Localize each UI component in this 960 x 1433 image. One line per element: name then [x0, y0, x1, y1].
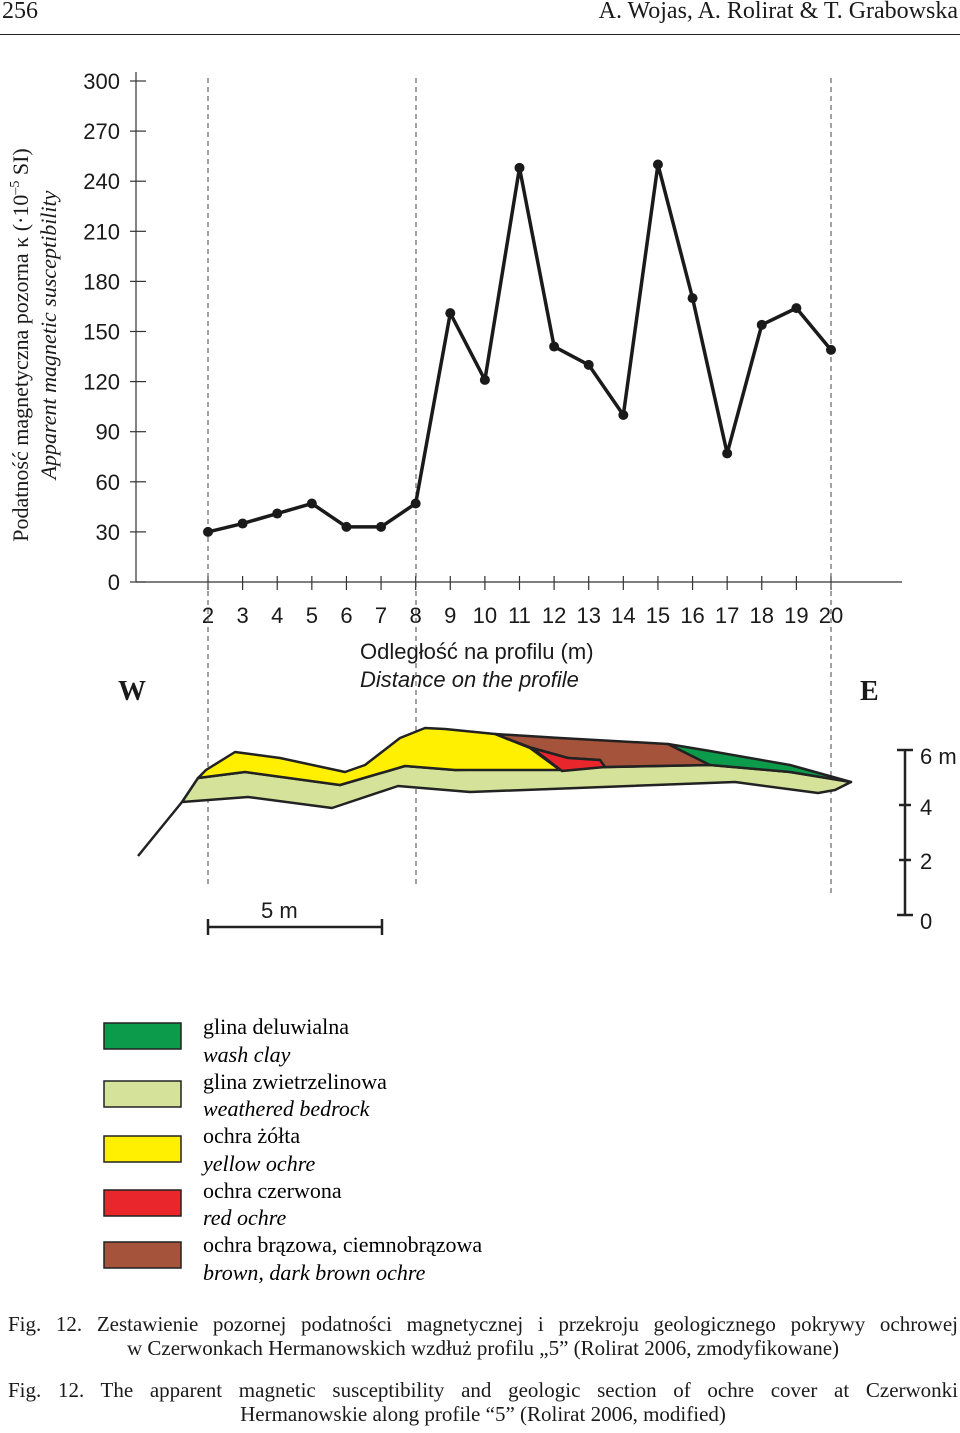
y-tick-label: 60: [96, 470, 120, 495]
scale-bar: [206, 919, 384, 935]
data-point: [272, 508, 283, 519]
legend-label-en: weathered bedrock: [203, 1096, 371, 1121]
legend-swatch-red-ochre: [103, 1189, 182, 1217]
y-tick-label: 150: [83, 320, 120, 345]
legend-label-en: red ochre: [203, 1205, 287, 1230]
x-tick-label: 4: [271, 603, 283, 628]
x-tick-label: 13: [576, 603, 600, 628]
data-point: [341, 521, 352, 532]
caption-label: Fig. 12.: [8, 1378, 85, 1402]
x-tick-label: 19: [784, 603, 808, 628]
caption-text-continued: w Czerwonkach Hermanowskich wzdłuż profi…: [126, 1336, 840, 1360]
y-tick-label: 300: [83, 69, 120, 94]
x-axis-label-en: Distance on the profile: [360, 667, 579, 692]
depth-label-6m: 6 m: [920, 744, 957, 769]
depth-label-2: 2: [920, 849, 932, 874]
data-point: [583, 359, 594, 370]
y-tick-label: 180: [83, 269, 120, 294]
legend-swatch-weathered-bedrock: [103, 1080, 182, 1108]
x-tick-label: 16: [680, 603, 704, 628]
figure-caption-en: Fig. 12. The apparent magnetic susceptib…: [8, 1378, 958, 1426]
legend-label-pl: glina zwietrzelinowa: [203, 1069, 387, 1094]
data-point: [652, 159, 663, 170]
data-point: [756, 319, 767, 330]
legend-label-pl: ochra brązowa, ciemnobrązowa: [203, 1232, 482, 1257]
data-point: [410, 498, 421, 509]
legend-swatch-yellow-ochre: [103, 1135, 182, 1163]
data-point-group: [203, 159, 836, 537]
page-number: 256: [2, 0, 38, 24]
geologic-section: [137, 726, 853, 857]
data-point: [549, 341, 560, 352]
x-tick-label: 6: [340, 603, 352, 628]
y-tick-label: 270: [83, 119, 120, 144]
figure-12: Podatność magnetyczna pozorna κ (·10–5 S…: [8, 69, 957, 1285]
y-tick-label: 90: [96, 420, 120, 445]
layer-red-ochre: [530, 746, 607, 773]
data-point: [826, 344, 836, 355]
data-point: [306, 498, 317, 509]
x-tick-label: 20: [819, 603, 843, 628]
west-label: W: [118, 676, 146, 707]
legend-label-en: brown, dark brown ochre: [203, 1260, 426, 1285]
x-axis-label-pl: Odległość na profilu (m): [360, 639, 594, 664]
data-point: [722, 448, 733, 459]
legend-label-pl: ochra czerwona: [203, 1178, 342, 1203]
legend-swatch-wash-clay: [103, 1022, 182, 1050]
x-tick-label: 2: [202, 603, 214, 628]
y-axis-label-en: Apparent magnetic susceptibility: [36, 190, 61, 481]
x-tick-label: 7: [375, 603, 387, 628]
x-tick-label: 18: [750, 603, 774, 628]
data-point: [203, 526, 213, 537]
data-point: [237, 518, 248, 529]
caption-text: Zestawienie pozornej podatności magnetyc…: [96, 1312, 959, 1336]
x-tick-label: 14: [611, 603, 635, 628]
layer-yellow-ochre: [196, 726, 562, 787]
y-tick-label: 120: [83, 370, 120, 395]
x-tick-label: 12: [542, 603, 566, 628]
x-tick-group: 2 3 4 5 6 7 8 9 10 11 12 13 14 15 16 17 18 19 20: [202, 576, 843, 628]
data-point: [687, 293, 698, 304]
legend-label-en: wash clay: [203, 1042, 291, 1067]
caption-label: Fig. 12.: [8, 1312, 83, 1336]
layer-wash-clay: [666, 742, 853, 784]
data-point: [479, 374, 490, 385]
x-tick-label: 10: [473, 603, 497, 628]
y-tick-label: 0: [108, 570, 120, 595]
y-tick-label: 30: [96, 520, 120, 545]
depth-label-4: 4: [920, 795, 932, 820]
y-axis-label-pl: Podatność magnetyczna pozorna κ (·10–5 S…: [8, 148, 33, 541]
page-header: 256 A. Wojas, A. Rolirat & T. Grabowska: [0, 0, 960, 35]
data-point: [376, 521, 387, 532]
x-tick-label: 5: [306, 603, 318, 628]
legend-label-pl: ochra żółta: [203, 1123, 300, 1148]
legend: glina deluwialna wash clay glina zwietrz…: [103, 1014, 482, 1285]
data-point: [791, 303, 802, 314]
east-label: E: [860, 676, 879, 707]
x-tick-label: 8: [410, 603, 422, 628]
figure-caption-pl: Fig. 12. Zestawienie pozornej podatności…: [8, 1312, 958, 1360]
x-tick-label: 17: [715, 603, 739, 628]
x-tick-label: 3: [236, 603, 248, 628]
x-tick-label: 15: [646, 603, 670, 628]
legend-swatch-brown-ochre: [103, 1241, 182, 1269]
caption-text-continued: Hermanowskie along profile “5” (Rolirat …: [240, 1402, 726, 1426]
x-tick-label: 11: [508, 603, 531, 628]
slope-line: [137, 801, 183, 857]
y-tick-group: 0 30 60 90 120 150 180 210 240 270 300: [83, 69, 146, 595]
y-tick-label: 240: [83, 169, 120, 194]
legend-label-en: yellow ochre: [201, 1151, 315, 1176]
x-tick-label: 9: [444, 603, 456, 628]
y-tick-label: 210: [83, 219, 120, 244]
scale-bar-label: 5 m: [261, 898, 298, 923]
data-point: [514, 162, 525, 173]
susceptibility-series-line: [207, 162, 833, 534]
data-point: [618, 410, 629, 420]
caption-text: The apparent magnetic susceptibility and…: [100, 1378, 959, 1402]
legend-label-pl: glina deluwialna: [203, 1014, 349, 1039]
running-authors: A. Wojas, A. Rolirat & T. Grabowska: [598, 0, 958, 24]
depth-label-0: 0: [920, 909, 932, 934]
depth-scale: [897, 748, 913, 917]
data-point: [445, 308, 456, 319]
